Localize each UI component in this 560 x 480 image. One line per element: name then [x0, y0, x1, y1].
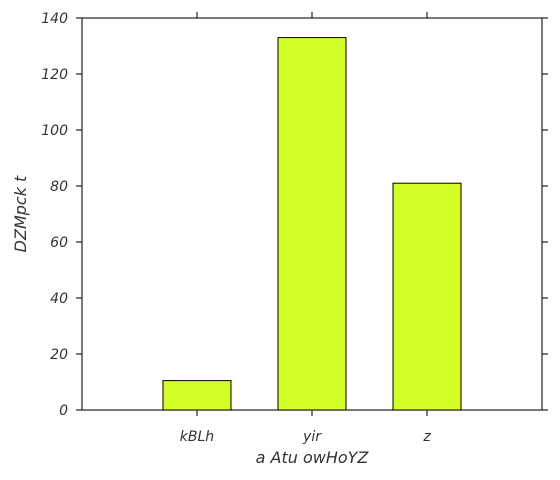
x-axis-label: a Atu owHoYZ — [256, 448, 370, 467]
y-tick-label: 60 — [50, 235, 68, 251]
bar-yir — [277, 37, 347, 411]
y-tick-label: 120 — [41, 67, 68, 83]
x-tick-label: yir — [302, 429, 322, 445]
bar-z — [392, 182, 462, 411]
y-tick-label: 40 — [50, 291, 68, 307]
y-axis-ticks: 0 20 40 60 80 100 120 140 — [41, 11, 548, 419]
y-tick-label: 140 — [41, 11, 68, 27]
x-tick-label: z — [422, 429, 431, 445]
plot-area: 0 20 40 60 80 100 120 140 kBLh yir z — [41, 11, 548, 445]
x-axis-ticks: kBLh yir z — [180, 12, 431, 445]
y-tick-label: 0 — [59, 403, 68, 419]
y-tick-label: 100 — [41, 123, 68, 139]
y-axis-label: DZMpck t — [11, 175, 30, 252]
bar-kBLh — [162, 380, 232, 411]
y-tick-label: 80 — [50, 179, 68, 195]
y-tick-label: 20 — [50, 347, 68, 363]
x-tick-label: kBLh — [180, 429, 214, 445]
bars-group — [162, 37, 462, 411]
